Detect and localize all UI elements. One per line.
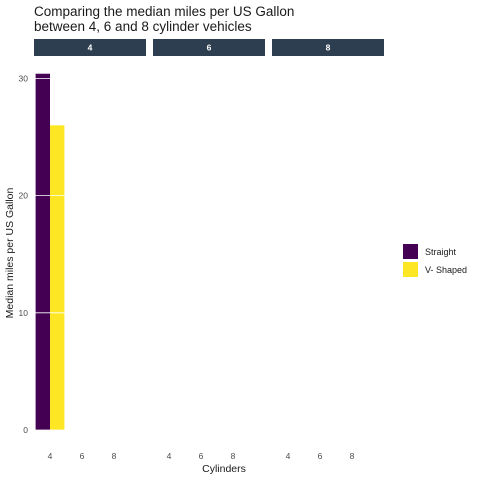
y-axis-title: Median miles per US Gallon: [4, 187, 16, 318]
chart-title-line-1: Comparing the median miles per US Gallon: [34, 4, 294, 19]
legend: Straight V- Shaped: [403, 244, 467, 277]
legend-key-0: [403, 244, 418, 259]
facet-panels: [34, 73, 384, 431]
x-tick-label-6-6: 6: [199, 451, 204, 461]
x-tick-label-4-6: 6: [80, 451, 85, 461]
y-tick-label-30: 30: [19, 73, 29, 83]
legend-key-1: [403, 262, 418, 277]
x-tick-label-4-8: 8: [112, 451, 117, 461]
facet-panel-4: [34, 73, 146, 431]
x-tick-label-6-4: 4: [167, 451, 172, 461]
legend-label-1: V- Shaped: [425, 265, 467, 275]
x-tick-label-8-8: 8: [350, 451, 355, 461]
facet-strip-8: [272, 39, 384, 56]
x-axis-title: Cylinders: [202, 463, 246, 475]
y-tick-label-0: 0: [23, 425, 28, 435]
x-tick-label-8-4: 4: [286, 451, 291, 461]
chart-title-line-2: between 4, 6 and 8 cylinder vehicles: [34, 19, 252, 34]
bar-v-shaped-4-4: [50, 125, 65, 430]
facet-panel-6: [153, 78, 265, 431]
x-tick-label-8-6: 6: [318, 451, 323, 461]
facet-strip-6: [153, 39, 265, 56]
y-tick-label-20: 20: [19, 191, 29, 201]
y-tick-label-10: 10: [19, 308, 29, 318]
bar-straight-4-4: [35, 73, 50, 431]
facet-strip-label-8: 8: [326, 43, 331, 53]
facet-strips: 4 6 8: [34, 39, 384, 56]
facet-strip-label-4: 4: [88, 43, 93, 53]
chart-title: Comparing the median miles per US Gallon…: [34, 4, 294, 34]
legend-label-0: Straight: [425, 247, 457, 257]
y-axis: 0 10 20 30: [19, 73, 29, 435]
facet-strip-label-6: 6: [207, 43, 212, 53]
facet-strip-4: [34, 39, 146, 56]
x-axis: 4 6 8 4 6 8 4 6 8: [48, 451, 355, 461]
facet-panel-8: [272, 78, 384, 431]
x-tick-label-6-8: 8: [231, 451, 236, 461]
x-tick-label-4-4: 4: [48, 451, 53, 461]
